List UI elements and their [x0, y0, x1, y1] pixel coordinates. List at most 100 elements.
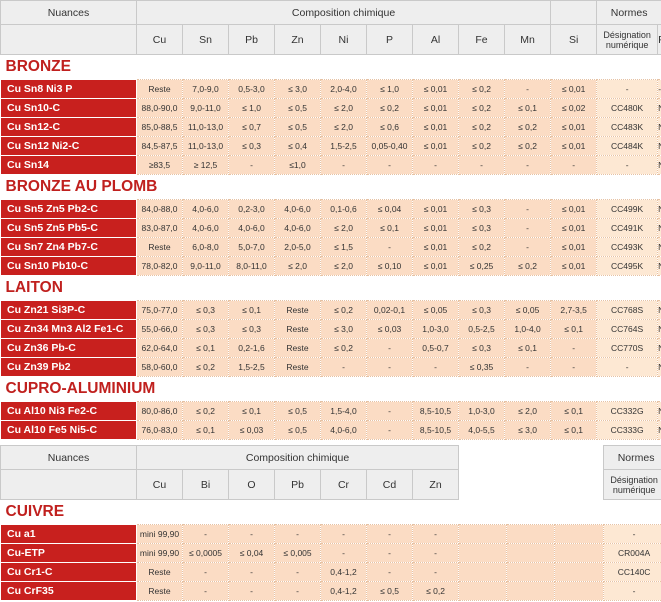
standard-value: NF EN 1982	[657, 300, 661, 320]
composition-value: 84,0-88,0	[136, 199, 183, 219]
composition-value: 2,0-5,0	[274, 237, 321, 257]
composition-value: 2,0-4,0	[320, 79, 367, 99]
alloy-name: Cu Al10 Ni3 Fe2-C	[0, 401, 137, 421]
composition-value: ≤ 0,3	[182, 300, 229, 320]
composition-value: -	[182, 524, 229, 544]
composition-value: ≤ 2,0	[320, 256, 367, 276]
composition-value: ≤ 0,5	[274, 117, 321, 137]
composition-value: -	[366, 543, 413, 563]
composition-value: ≤ 0,01	[550, 199, 598, 219]
composition-value: ≤ 1,0	[366, 79, 413, 99]
composition-value: -	[182, 581, 229, 601]
table-row: Cu Sn10-C 88,0-90,0 9,0-11,0 ≤ 1,0 ≤ 0,5 ≤ 2,…	[0, 98, 661, 118]
composition-value: -	[228, 562, 275, 582]
composition-value: ≤ 0,2	[182, 357, 229, 377]
composition-value: 8,5-10,5	[412, 401, 459, 421]
col-header-bi: Bi	[182, 469, 229, 500]
col-header-zn: Zn	[274, 24, 321, 55]
composition-value: -	[458, 155, 505, 175]
composition-value: ≤ 2,0	[503, 401, 552, 421]
designation-value: CC333G	[596, 420, 659, 440]
composition-value: -	[550, 338, 598, 358]
composition-value: -	[411, 543, 460, 563]
composition-value: 80,0-86,0	[136, 401, 183, 421]
composition-value: ≤ 0,1	[228, 300, 275, 320]
composition-value: ≤ 0,3	[228, 319, 275, 339]
standard-value: NF EN 1982	[657, 401, 661, 421]
col-header-al: Al	[412, 24, 459, 55]
alloy-name: Cu Zn21 Si3P-C	[0, 300, 137, 320]
composition-value: ≤ 0,01	[412, 237, 459, 257]
composition-value: -	[320, 524, 367, 544]
table-row: Cu Sn8 Ni3 P Reste 7,0-9,0 0,5-3,0 ≤ 3,0 2,0-…	[0, 79, 661, 99]
composition-value: 11,0-13,0	[182, 136, 229, 156]
designation-value: CC495K	[596, 256, 659, 276]
composition-value: ≤ 2,0	[320, 98, 367, 118]
section-row: CUIVRE	[0, 499, 661, 525]
composition-value: ≤ 0,3	[182, 319, 229, 339]
table-row: Cu Sn5 Zn5 Pb2-C 84,0-88,0 4,0-6,0 0,2-3,0 4…	[0, 199, 661, 219]
designation-value: CR004A	[603, 543, 661, 563]
composition-value: -	[412, 155, 459, 175]
col-header-zn: Zn	[411, 469, 460, 500]
composition-value: ≤ 2,0	[274, 256, 321, 276]
table-row: Cu Sn14≥83,5≥ 12,5-≤1,0-------NF A 53-70…	[0, 155, 661, 175]
composition-value: ≤1,0	[274, 155, 321, 175]
composition-value: Reste	[136, 562, 183, 582]
composition-value: ≤ 0,2	[503, 256, 552, 276]
composition-value: 0,5-2,5	[458, 319, 505, 339]
alloy-name: Cu Sn10-C	[0, 98, 137, 118]
composition-value: -	[228, 581, 275, 601]
composition-value: 8,0-11,0	[228, 256, 275, 276]
standard-value: NF EN 1982	[657, 98, 661, 118]
composition-value: ≤ 0,2	[320, 338, 367, 358]
section-row: LAITON	[0, 275, 661, 301]
composition-value: ≤ 0,0005	[182, 543, 229, 563]
composition-value: ≤ 0,35	[458, 357, 505, 377]
alloy-name: Cu Sn5 Zn5 Pb2-C	[0, 199, 137, 219]
col-header-cu: Cu	[136, 24, 183, 55]
composition-value: 1,0-4,0	[503, 319, 552, 339]
col-header-o: O	[228, 469, 275, 500]
blank-cell	[506, 562, 556, 582]
composition-value: -	[503, 79, 552, 99]
composition-value: ≤ 0,01	[550, 218, 598, 238]
composition-value: -	[320, 357, 367, 377]
composition-value: 0,02-0,1	[366, 300, 413, 320]
composition-value: ≤ 0,05	[503, 300, 552, 320]
composition-value: ≤ 2,0	[320, 117, 367, 137]
composition-header: Composition chimique	[135, 445, 460, 470]
composition-value: Reste	[136, 237, 183, 257]
standard-value: NF EN 1982	[657, 117, 661, 137]
composition-value: 88,0-90,0	[136, 98, 183, 118]
composition-value: Reste	[136, 581, 183, 601]
composition-value: 78,0-82,0	[136, 256, 183, 276]
composition-value: 1,0-3,0	[412, 319, 459, 339]
composition-value: ≤ 0,2	[458, 98, 505, 118]
nuances-header: Nuances	[0, 0, 137, 25]
composition-value: ≤ 0,1	[503, 338, 552, 358]
col-header-mn: Mn	[503, 24, 552, 55]
composition-value: 6,0-8,0	[182, 237, 229, 257]
alloy-name: Cu-ETP	[0, 543, 137, 563]
designation-value: -	[596, 155, 659, 175]
section-row: BRONZE	[0, 54, 661, 80]
nuances-header-blank	[0, 24, 137, 55]
composition-value: ≤ 0,4	[274, 136, 321, 156]
blank-cell	[506, 524, 556, 544]
composition-value: 58,0-60,0	[136, 357, 183, 377]
designation-value: CC491K	[596, 218, 659, 238]
fr-eu-header: FR ou EU	[657, 24, 661, 55]
table-row: Cu Sn12 Ni2-C 84,5-87,5 11,0-13,0 ≤ 0,3 ≤ 0,…	[0, 136, 661, 156]
composition-value: 0,2-3,0	[228, 199, 275, 219]
designation-value: CC493K	[596, 237, 659, 257]
composition-value: 84,5-87,5	[136, 136, 183, 156]
composition-value: 9,0-11,0	[182, 256, 229, 276]
alloy-name: Cu Cr1-C	[0, 562, 137, 582]
composition-value: ≤ 0,01	[412, 98, 459, 118]
composition-value: ≤ 0,2	[458, 237, 505, 257]
composition-value: ≤ 0,2	[320, 300, 367, 320]
alloy-name: Cu Zn39 Pb2	[0, 357, 137, 377]
composition-value: -	[274, 524, 321, 544]
